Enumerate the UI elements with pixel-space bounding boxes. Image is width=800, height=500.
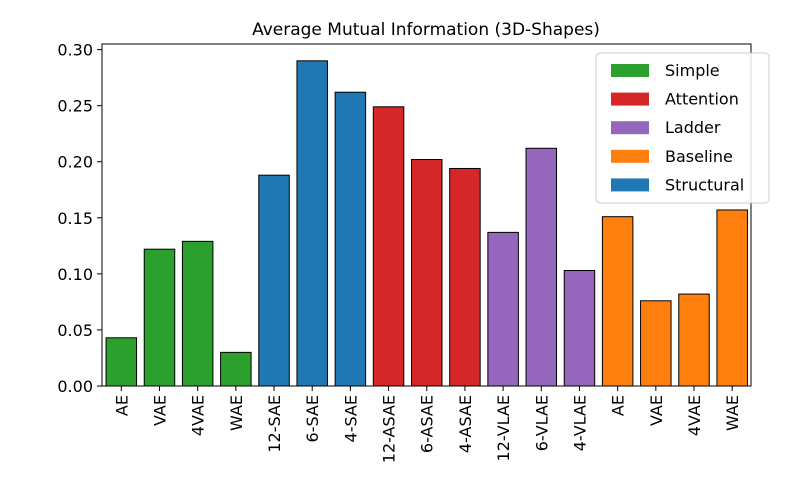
chart-title: Average Mutual Information (3D-Shapes) [252,20,600,40]
legend-label-ladder: Ladder [665,118,721,137]
bars-group [105,60,748,387]
x-tick-label: WAE [723,395,742,431]
bar-ae-13 [601,216,634,387]
legend-label-baseline: Baseline [665,147,733,166]
x-tick-label: 4VAE [189,395,208,436]
plot-area-frame [101,43,752,387]
y-tick-label: 0.10 [57,265,93,284]
x-axis: AE VAE 4VAE WAE 12-SAE 6-SAE 4-SAE 12-ASAE 6-ASA… [112,386,742,463]
y-tick-label: 0.15 [57,209,93,228]
legend-swatch-ladder [611,121,649,135]
legend-label-structural: Structural [665,175,744,194]
bar-12-vlae-10 [487,231,519,387]
bar-4-asae-9 [449,167,481,387]
bar-4vae-2 [181,240,214,387]
bar-12-sae-4 [258,174,290,387]
x-tick-label: 4-SAE [341,395,360,442]
x-tick-label: 4VAE [685,395,704,436]
legend-swatch-simple [611,64,649,77]
x-tick-label: VAE [150,395,169,426]
x-tick-label: 6-SAE [303,395,322,442]
legend-label-simple: Simple [665,61,720,80]
x-tick-label: AE [609,395,628,416]
x-tick-label: AE [112,395,131,416]
x-tick-label: 6-VLAE [532,395,551,451]
legend-swatch-baseline [611,149,649,163]
x-tick-label: 12-SAE [265,395,284,453]
legend-label-attention: Attention [665,90,739,109]
legend: Simple Attention Ladder Baseline Structural [595,52,770,204]
y-tick-label: 0.00 [57,377,93,396]
bar-4-sae-6 [334,91,367,387]
y-tick-label: 0.30 [57,41,93,60]
bar-6-sae-5 [296,60,328,387]
y-tick-label: 0.25 [57,97,93,116]
legend-swatch-structural [611,178,649,192]
bar-4-vlae-12 [563,270,596,387]
x-tick-label: 4-ASAE [456,395,475,453]
x-tick-label: 4-VLAE [570,395,589,451]
y-axis: 0.00 0.05 0.10 0.15 0.20 0.25 0.30 [57,41,102,396]
legend-swatch-attention [611,92,649,106]
x-tick-label: WAE [227,395,246,431]
x-tick-label: 12-VLAE [494,395,513,461]
x-tick-label: VAE [647,395,666,426]
x-tick-label: 12-ASAE [380,395,399,463]
bar-6-asae-8 [410,158,443,387]
bar-vae-14 [640,300,672,387]
x-tick-label: 6-ASAE [418,395,437,453]
bar-12-asae-7 [372,106,405,387]
bar-wae-3 [220,351,252,387]
bar-4vae-15 [678,293,710,387]
legend-box [595,52,770,204]
y-tick-label: 0.05 [57,321,93,340]
y-tick-label: 0.20 [57,153,93,172]
bar-ae-0 [105,337,138,387]
bar-6-vlae-11 [525,147,558,387]
bar-vae-1 [143,248,176,387]
bar-wae-16 [716,209,748,387]
